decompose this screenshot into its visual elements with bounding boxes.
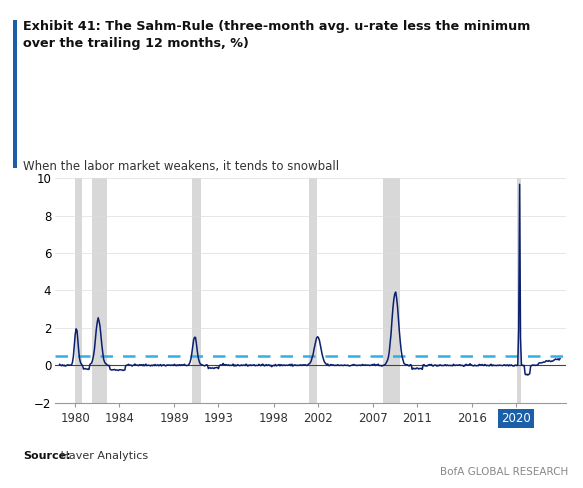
- Bar: [92, 178, 107, 403]
- Text: BofA GLOBAL RESEARCH: BofA GLOBAL RESEARCH: [440, 468, 568, 477]
- Text: Exhibit 41: The Sahm-Rule (three-month avg. u-rate less the minimum
over the tra: Exhibit 41: The Sahm-Rule (three-month a…: [23, 20, 531, 50]
- Bar: [192, 178, 201, 403]
- Text: Source:: Source:: [23, 451, 71, 461]
- Bar: [309, 178, 317, 403]
- Text: Haver Analytics: Haver Analytics: [57, 451, 148, 461]
- Bar: [75, 178, 82, 403]
- Bar: [517, 178, 521, 403]
- Text: When the labor market weakens, it tends to snowball: When the labor market weakens, it tends …: [23, 160, 339, 173]
- Bar: [382, 178, 401, 403]
